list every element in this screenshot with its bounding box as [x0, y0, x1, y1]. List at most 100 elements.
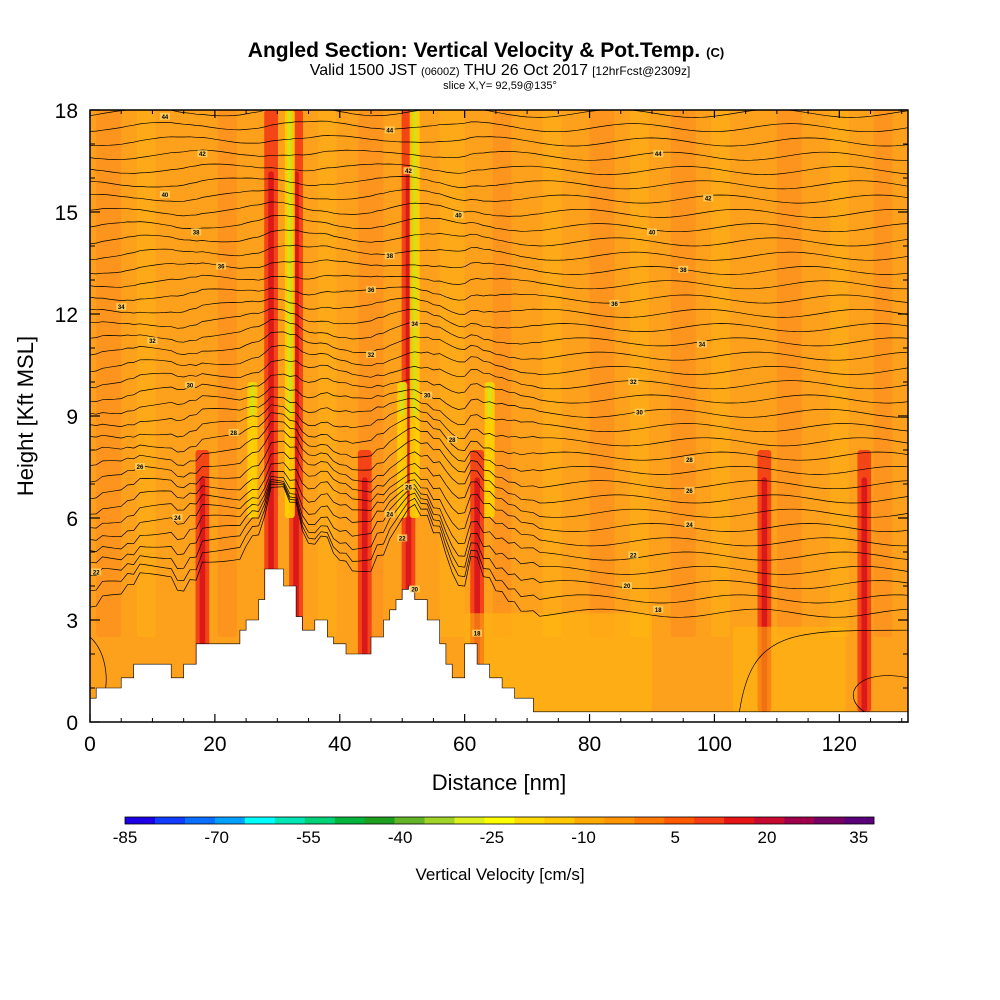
- isentrope-label: 20: [411, 587, 418, 593]
- colorbar-frame: [124, 816, 875, 825]
- isentrope-label-bg: [634, 408, 645, 416]
- isentrope-line: [90, 297, 908, 318]
- terrain: [90, 568, 908, 722]
- isentrope-label-bg: [384, 126, 395, 134]
- isentrope-label-bg: [365, 286, 376, 294]
- isentrope-label: 30: [187, 383, 194, 389]
- isentrope-line: [90, 229, 908, 247]
- isentrope-line: [90, 440, 908, 504]
- colorbar-swatch: [844, 817, 875, 824]
- colorbar: -85 -70 -55 -40 -25 -10 5 20 35: [113, 816, 875, 847]
- colorbar-swatch: [604, 817, 635, 824]
- colorbar-swatch: [574, 817, 605, 824]
- isentrope-label-bg: [684, 456, 695, 464]
- isentrope-line: [90, 462, 908, 532]
- isentrope-line: [853, 675, 908, 713]
- colorbar-tick-label: -10: [571, 828, 596, 847]
- colorbar-title: Vertical Velocity [cm/s]: [415, 865, 584, 884]
- isentrope-label: 44: [655, 152, 662, 158]
- isentrope-label-bg: [409, 585, 420, 593]
- y-tick-label: 15: [55, 202, 78, 225]
- isentrope-label: 32: [630, 380, 637, 386]
- isentrope-label: 34: [699, 343, 706, 349]
- isentrope-label-bg: [216, 262, 227, 270]
- colorbar-swatch: [664, 817, 695, 824]
- isentrope-label-bg: [228, 429, 239, 436]
- x-tick-label: 80: [578, 733, 601, 756]
- isentrope-label: 30: [636, 411, 643, 417]
- y-tick-label: 3: [66, 610, 78, 633]
- velocity-streak: [492, 110, 512, 637]
- isentrope-label-bg: [159, 112, 170, 120]
- isentrope-line: [90, 359, 908, 390]
- y-tick-label: 9: [66, 406, 78, 429]
- colorbar-swatch: [784, 817, 815, 824]
- isentrope-label-bg: [384, 510, 395, 518]
- colorbar-tick-label: 20: [758, 828, 777, 847]
- colorbar-swatch: [334, 817, 365, 824]
- colorbar-swatch: [244, 817, 276, 824]
- isentrope-label-bg: [384, 252, 395, 260]
- isentrope-line: [90, 110, 908, 118]
- isentrope-line: [90, 476, 908, 561]
- y-tick-label: 12: [55, 304, 78, 327]
- isentrope-label: 40: [649, 230, 656, 236]
- colorbar-tick-label: 5: [671, 828, 680, 847]
- y-tick-label: 0: [66, 712, 78, 735]
- x-tick-label: 20: [203, 733, 226, 756]
- velocity-streak: [439, 110, 465, 637]
- colorbar-swatch: [484, 817, 515, 824]
- velocity-streak: [829, 110, 849, 637]
- isentrope-label: 38: [386, 254, 393, 260]
- y-axis-label: Height [Kft MSL]: [13, 336, 38, 496]
- isentrope-label-bg: [622, 582, 633, 589]
- isentrope-label: 38: [680, 268, 687, 274]
- isentrope-line: [90, 163, 908, 175]
- isentrope-line: [90, 451, 908, 518]
- isentrope-label-bg: [134, 463, 145, 470]
- plot-area: 44 42 40 38 36 34 32 30 28 26 24 22 44 42 40 38 36 34 32 30…: [90, 110, 908, 722]
- velocity-streak: [287, 110, 292, 416]
- isentrope-line: [90, 319, 908, 347]
- isentrope-line: [90, 471, 908, 547]
- isentrope-line: [90, 120, 908, 133]
- isentrope-line: [90, 188, 908, 204]
- velocity-streak: [136, 110, 156, 637]
- velocity-streak: [412, 110, 417, 416]
- velocity-streak: [487, 382, 492, 416]
- isentrope-label-bg: [628, 378, 639, 385]
- isentrope-label: 38: [193, 230, 200, 236]
- colorbar-swatch: [514, 817, 545, 824]
- isentrope-line: [90, 259, 908, 275]
- velocity-streak: [218, 110, 237, 637]
- isentrope-label-bg: [453, 211, 464, 219]
- isentrope-label: 18: [655, 608, 662, 614]
- isentrope-label: 24: [386, 513, 393, 519]
- isentrope-label: 36: [611, 302, 618, 308]
- x-tick-label: 40: [328, 733, 351, 756]
- isentrope-line: [90, 331, 908, 361]
- isentrope-label-bg: [365, 350, 376, 358]
- isentrope-label-bg: [147, 337, 158, 345]
- isentrope-label-bg: [397, 534, 408, 542]
- colorbar-swatch: [634, 817, 665, 824]
- isentrope-label: 18: [474, 632, 481, 638]
- velocity-streak: [861, 477, 868, 712]
- isentrope-label-bg: [678, 265, 689, 273]
- isentrope-label: 42: [199, 152, 206, 158]
- isentrope-line: [90, 420, 908, 475]
- velocity-streak: [670, 110, 696, 637]
- isentrope-label-bg: [472, 629, 483, 637]
- colorbar-swatch: [364, 817, 395, 824]
- colorbar-swatch: [394, 817, 425, 824]
- isentrope-line: [739, 629, 908, 712]
- isentrope-line: [90, 274, 908, 290]
- isentrope-label: 24: [174, 516, 181, 522]
- isentrope-line: [90, 430, 908, 490]
- x-tick-label: 120: [822, 733, 857, 756]
- x-tick-label: 0: [84, 733, 96, 756]
- colorbar-swatch: [694, 817, 725, 824]
- velocity-streak: [464, 613, 652, 712]
- colorbar-swatch: [454, 817, 485, 824]
- isentrope-line: [90, 396, 908, 432]
